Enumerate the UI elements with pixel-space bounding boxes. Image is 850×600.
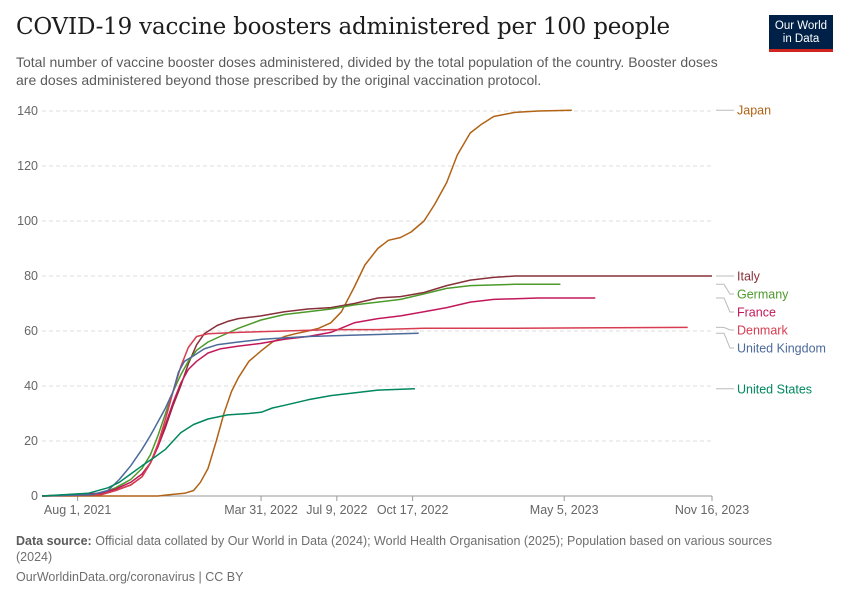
x-tick-label: May 5, 2023: [530, 503, 599, 517]
series-label-united-states: United States: [737, 382, 812, 396]
y-tick-label: 80: [24, 269, 38, 283]
series-line-germany: [41, 283, 561, 497]
x-tick-label: Oct 17, 2022: [377, 503, 449, 517]
chart-title: COVID-19 vaccine boosters administered p…: [16, 14, 670, 40]
series-label-united-kingdom: United Kingdom: [737, 342, 826, 356]
y-tick-label: 60: [24, 324, 38, 338]
source-label: Data source:: [16, 534, 92, 548]
logo-line-1: Our World: [774, 20, 828, 32]
label-connector-france: [716, 297, 734, 313]
axis-layer: 0 20 40 60 80 100 120 140 Aug 1, 2021 Mar 31, 202…: [17, 104, 749, 517]
y-tick-label: 20: [24, 434, 38, 448]
x-tick-label: Nov 16, 2023: [675, 503, 749, 517]
series-label-italy: Italy: [737, 270, 761, 284]
data-source-note: Data source: Official data collated by O…: [16, 533, 806, 565]
series-line-united-kingdom: [41, 332, 419, 497]
series-layer: [41, 109, 712, 497]
label-connector-denmark: [716, 326, 734, 331]
label-connector-united-kingdom: [716, 332, 734, 349]
y-tick-label: 0: [31, 489, 38, 503]
series-label-france: France: [737, 306, 776, 320]
y-tick-label: 140: [17, 104, 38, 118]
series-line-denmark: [41, 326, 688, 497]
chart-subtitle: Total number of vaccine booster doses ad…: [16, 54, 718, 88]
owid-logo[interactable]: Our World in Data: [769, 15, 833, 52]
y-tick-label: 100: [17, 214, 38, 228]
y-tick-label: 120: [17, 159, 38, 173]
x-tick-label: Jul 9, 2022: [306, 503, 367, 517]
x-tick-label: Mar 31, 2022: [224, 503, 298, 517]
logo-line-2: in Data: [782, 33, 820, 45]
series-label-germany: Germany: [737, 288, 789, 302]
label-connector-germany: [716, 283, 734, 295]
x-tick-label: Aug 1, 2021: [44, 503, 111, 517]
series-label-denmark: Denmark: [737, 324, 788, 338]
series-label-japan: Japan: [737, 104, 771, 118]
series-line-united-states: [41, 388, 415, 497]
label-layer: Japan Italy Germany France Denmark United Kin…: [716, 104, 826, 396]
y-tick-label: 40: [24, 379, 38, 393]
credit-line[interactable]: OurWorldinData.org/coronavirus | CC BY: [16, 570, 244, 584]
source-text: Official data collated by Our World in D…: [16, 534, 772, 564]
series-line-japan: [42, 109, 572, 497]
